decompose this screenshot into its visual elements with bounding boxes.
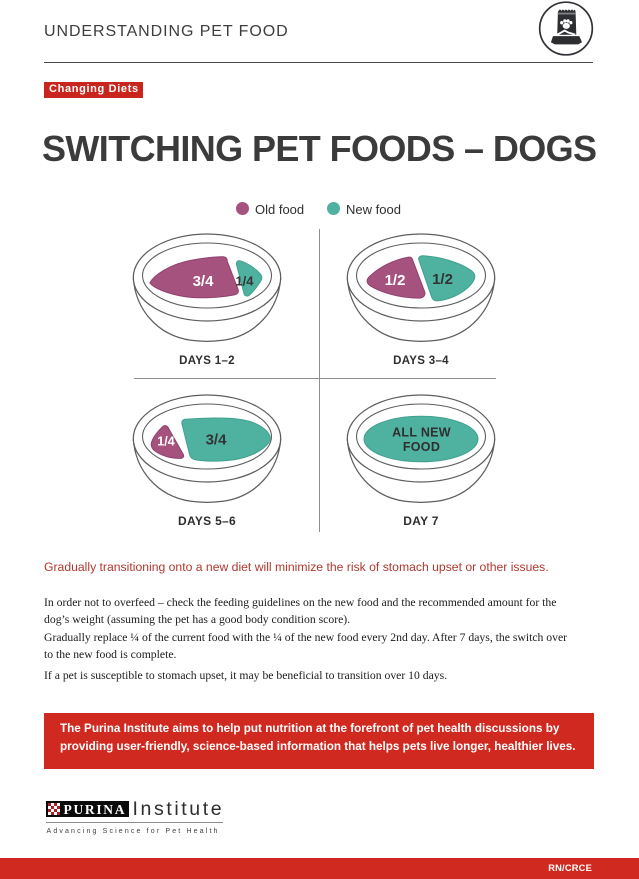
svg-text:1/4: 1/4 (235, 274, 254, 289)
svg-text:FOOD: FOOD (403, 440, 440, 454)
svg-text:1/2: 1/2 (432, 271, 453, 288)
svg-text:ALL NEW: ALL NEW (392, 426, 451, 440)
svg-text:3/4: 3/4 (193, 273, 215, 290)
svg-text:3/4: 3/4 (206, 432, 228, 449)
svg-text:1/2: 1/2 (385, 272, 406, 289)
svg-text:1/4: 1/4 (157, 435, 174, 449)
